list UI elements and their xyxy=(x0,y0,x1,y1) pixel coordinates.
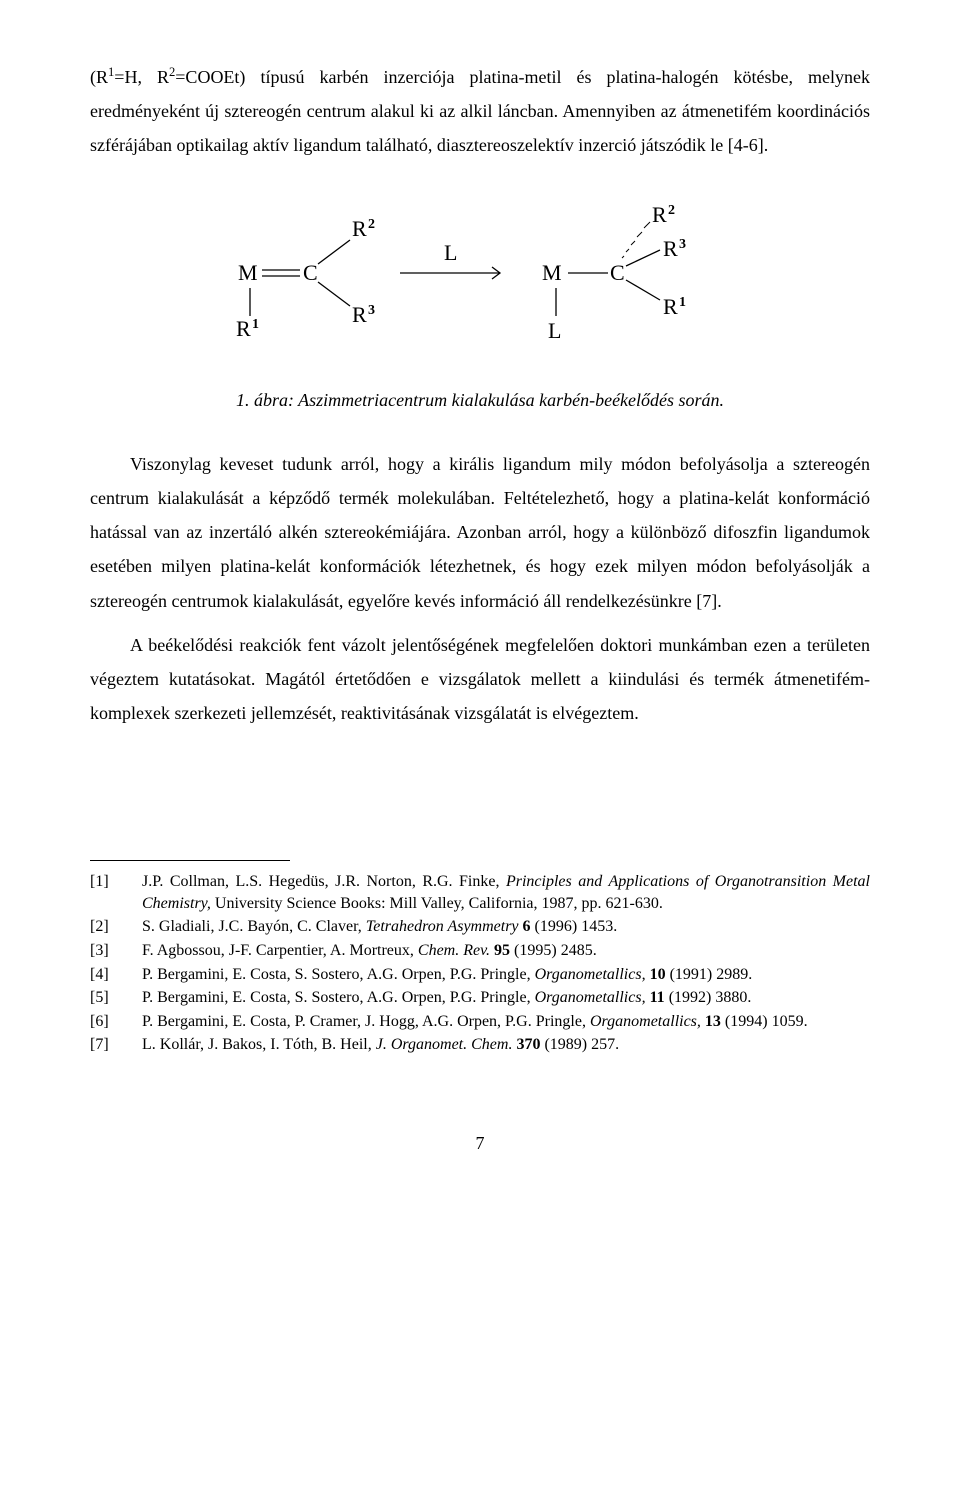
reference-row: [3]F. Agbossou, J-F. Carpentier, A. Mort… xyxy=(90,940,870,962)
reaction-scheme: M C R 1 R 2 R 3 L M C L R 2 R 3 R 1 xyxy=(200,188,760,368)
p1-mid1: =H, R xyxy=(114,67,169,87)
references: [1]J.P. Collman, L.S. Hegedüs, J.R. Nort… xyxy=(90,871,870,1056)
fig-right-R2sup: 2 xyxy=(668,203,675,218)
paragraph-2: Viszonylag keveset tudunk arról, hogy a … xyxy=(90,447,870,618)
fig-right-M: M xyxy=(542,260,562,285)
fig-left-R2sup: 2 xyxy=(368,217,375,232)
reference-row: [4]P. Bergamini, E. Costa, S. Sostero, A… xyxy=(90,964,870,986)
reference-number: [2] xyxy=(90,916,142,938)
paragraph-1: (R1=H, R2=COOEt) típusú karbén inzerciój… xyxy=(90,60,870,163)
reference-text: P. Bergamini, E. Costa, S. Sostero, A.G.… xyxy=(142,964,870,986)
fig-left-R3: R xyxy=(352,302,367,327)
reference-row: [5]P. Bergamini, E. Costa, S. Sostero, A… xyxy=(90,987,870,1009)
reference-number: [6] xyxy=(90,1011,142,1033)
fig-right-L: L xyxy=(548,318,561,343)
fig-left-R2: R xyxy=(352,216,367,241)
fig-left-M: M xyxy=(238,260,258,285)
reference-row: [7]L. Kollár, J. Bakos, I. Tóth, B. Heil… xyxy=(90,1034,870,1056)
reference-number: [3] xyxy=(90,940,142,962)
reference-row: [6]P. Bergamini, E. Costa, P. Cramer, J.… xyxy=(90,1011,870,1033)
fig-right-R3: R xyxy=(663,236,678,261)
reference-text: F. Agbossou, J-F. Carpentier, A. Mortreu… xyxy=(142,940,870,962)
p1-pre: (R xyxy=(90,67,108,87)
reference-row: [2]S. Gladiali, J.C. Bayón, C. Claver, T… xyxy=(90,916,870,938)
footnote-separator xyxy=(90,860,290,861)
reference-text: P. Bergamini, E. Costa, S. Sostero, A.G.… xyxy=(142,987,870,1009)
page-number: 7 xyxy=(90,1126,870,1160)
fig-right-R2: R xyxy=(652,202,667,227)
reference-number: [5] xyxy=(90,987,142,1009)
fig-arrow-label: L xyxy=(444,240,457,265)
fig-left-C: C xyxy=(303,260,318,285)
p1-post: =COOEt) típusú karbén inzerciója platina… xyxy=(90,67,870,155)
reference-number: [4] xyxy=(90,964,142,986)
reference-text: L. Kollár, J. Bakos, I. Tóth, B. Heil, J… xyxy=(142,1034,870,1056)
fig-left-R1sup: 1 xyxy=(252,317,259,332)
reference-row: [1]J.P. Collman, L.S. Hegedüs, J.R. Nort… xyxy=(90,871,870,914)
paragraph-3: A beékelődési reakciók fent vázolt jelen… xyxy=(90,628,870,731)
fig-right-R3sup: 3 xyxy=(679,237,686,252)
reference-number: [7] xyxy=(90,1034,142,1056)
fig-right-R1sup: 1 xyxy=(679,295,686,310)
reference-text: S. Gladiali, J.C. Bayón, C. Claver, Tetr… xyxy=(142,916,870,938)
reference-text: P. Bergamini, E. Costa, P. Cramer, J. Ho… xyxy=(142,1011,870,1033)
fig-left-R1: R xyxy=(236,316,251,341)
fig-left-R3sup: 3 xyxy=(368,303,375,318)
fig-right-C: C xyxy=(610,260,625,285)
reference-number: [1] xyxy=(90,871,142,914)
figure-caption: 1. ábra: Aszimmetriacentrum kialakulása … xyxy=(90,383,870,417)
fig-right-R1: R xyxy=(663,294,678,319)
reference-text: J.P. Collman, L.S. Hegedüs, J.R. Norton,… xyxy=(142,871,870,914)
